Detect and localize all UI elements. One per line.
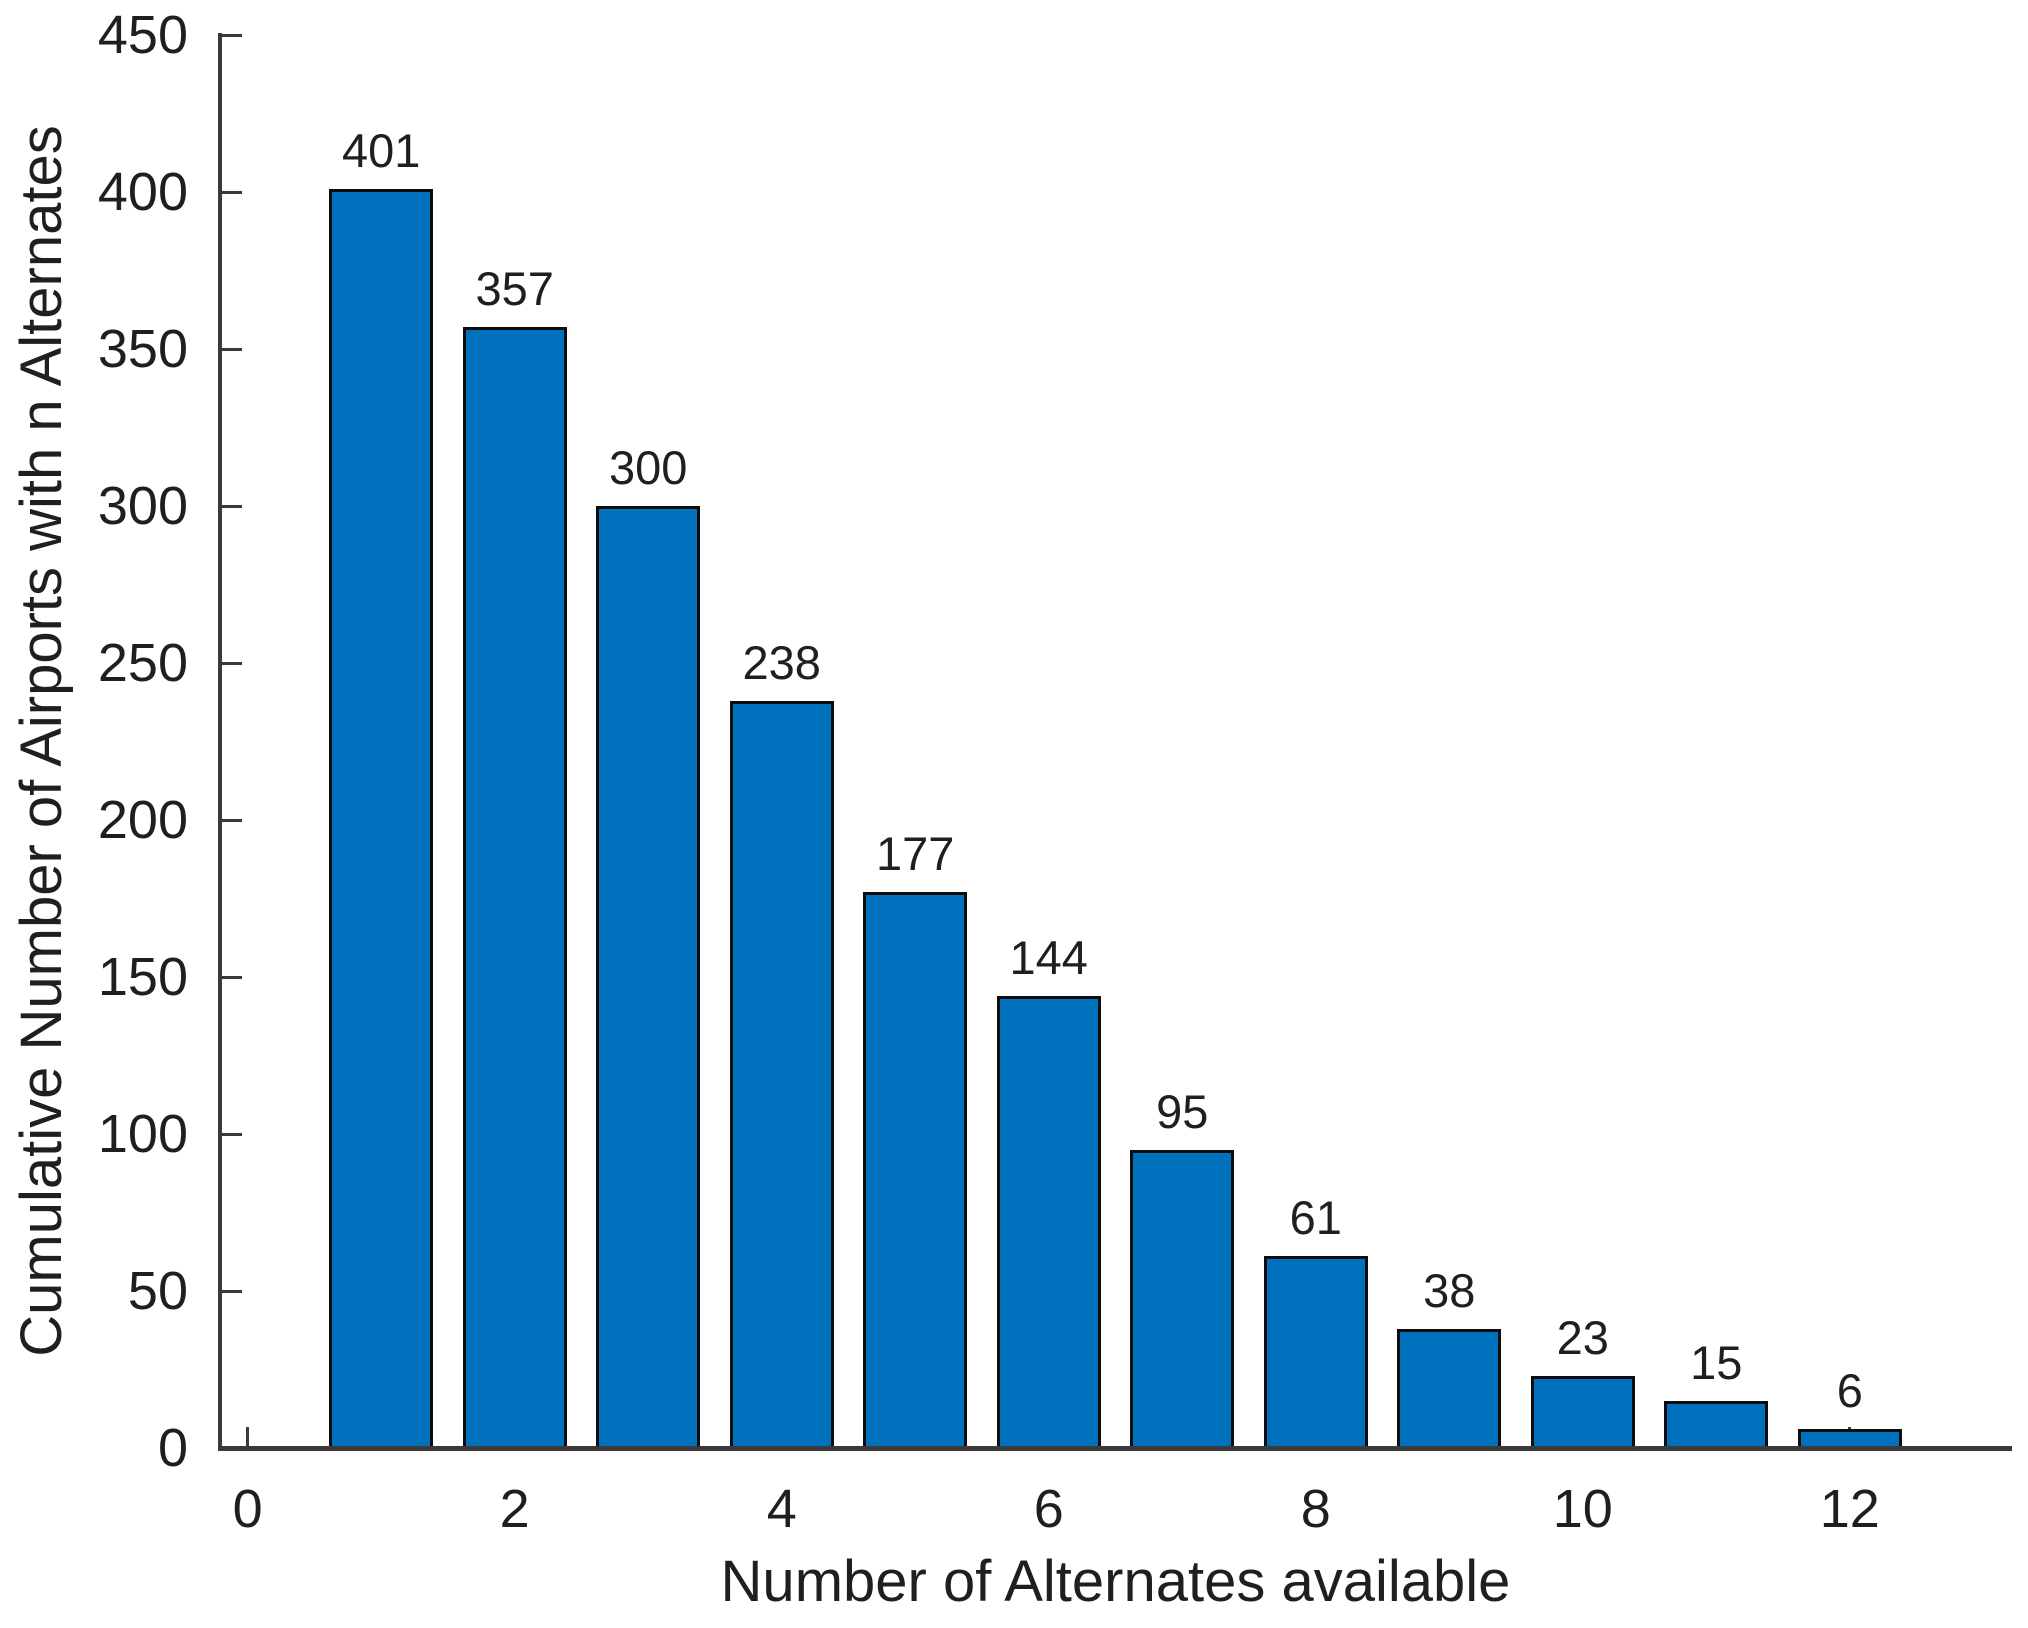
bar xyxy=(996,995,1101,1450)
bar-value-label: 401 xyxy=(341,123,421,177)
x-axis-tick-label: 10 xyxy=(1552,1479,1613,1539)
y-axis-line xyxy=(218,33,222,1451)
x-axis-line xyxy=(218,1446,2012,1451)
y-axis-tick-label: 300 xyxy=(97,476,188,536)
y-axis-tick-label: 0 xyxy=(157,1418,188,1478)
x-axis-tick-label: 12 xyxy=(1819,1479,1880,1539)
bar-value-label: 95 xyxy=(1156,1084,1209,1138)
x-axis-tick-label: 4 xyxy=(766,1479,797,1539)
y-axis-tick xyxy=(222,975,242,979)
x-axis-tick-label: 0 xyxy=(232,1479,263,1539)
bar-value-label: 144 xyxy=(1009,930,1088,984)
y-axis-tick-label: 200 xyxy=(97,790,188,850)
bar xyxy=(1397,1328,1502,1450)
y-axis-tick-label: 50 xyxy=(127,1261,188,1321)
bar xyxy=(1530,1375,1635,1450)
y-axis-tick-label: 150 xyxy=(97,947,188,1007)
y-axis-tick xyxy=(222,818,242,822)
bar-value-label: 23 xyxy=(1556,1310,1609,1364)
bar xyxy=(1130,1149,1235,1450)
bar-value-label: 177 xyxy=(876,827,955,881)
x-axis-tick-label: 8 xyxy=(1300,1479,1331,1539)
y-axis-tick-label: 350 xyxy=(97,319,188,379)
bar-value-label: 357 xyxy=(475,262,554,316)
bar-value-label: 238 xyxy=(742,635,821,689)
x-axis-tick xyxy=(246,1427,250,1447)
bar-value-label: 6 xyxy=(1836,1364,1863,1418)
y-axis-tick xyxy=(222,661,242,665)
y-axis-tick-label: 100 xyxy=(97,1104,188,1164)
bar xyxy=(1263,1256,1368,1450)
y-axis-tick xyxy=(222,347,242,351)
bar-value-label: 15 xyxy=(1690,1335,1743,1389)
bar-value-label: 300 xyxy=(609,441,688,494)
y-axis-tick xyxy=(222,1132,242,1136)
bar-value-label: 61 xyxy=(1289,1191,1342,1245)
x-axis-title: Number of Alternates available xyxy=(720,1549,1511,1614)
y-axis-title: Cumulative Number of Airports with n Alt… xyxy=(9,125,74,1357)
y-axis-tick-label: 450 xyxy=(97,5,188,65)
y-axis-tick-label: 400 xyxy=(97,162,188,222)
bar xyxy=(329,188,434,1450)
bar-value-label: 38 xyxy=(1423,1263,1476,1317)
y-axis-tick xyxy=(222,1289,242,1293)
x-axis-tick-label: 6 xyxy=(1033,1479,1064,1539)
bar xyxy=(863,892,968,1450)
y-axis-tick xyxy=(222,504,242,508)
y-axis-tick-label: 250 xyxy=(97,633,188,693)
x-axis-tick-label: 2 xyxy=(499,1479,530,1539)
bar xyxy=(596,506,701,1450)
y-axis-tick xyxy=(222,33,242,37)
bar xyxy=(729,700,834,1450)
bar xyxy=(462,327,567,1450)
y-axis-tick xyxy=(222,190,242,194)
